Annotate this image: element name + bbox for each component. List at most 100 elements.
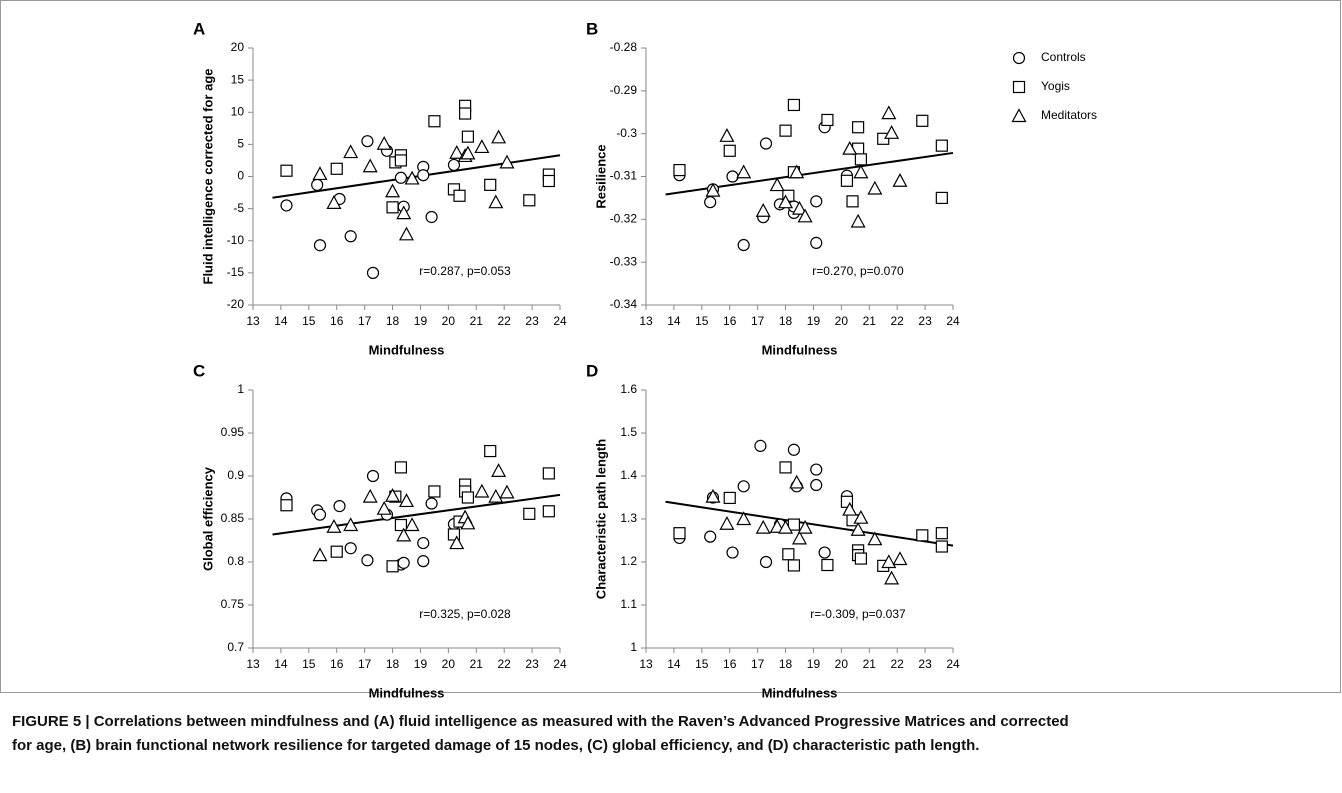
- point: [842, 140, 858, 155]
- caption-line: FIGURE 5 | Correlations between mindfuln…: [12, 713, 1069, 730]
- point: [366, 266, 380, 279]
- point: [474, 139, 490, 154]
- x-tick-label: 24: [553, 657, 567, 671]
- figure-frame: [0, 0, 1341, 693]
- point: [789, 474, 805, 489]
- point: [459, 107, 472, 120]
- point: [280, 499, 293, 512]
- point: [376, 500, 392, 515]
- point: [769, 177, 785, 192]
- caption-line: for age, (B) brain functional network re…: [12, 737, 979, 754]
- point: [810, 195, 823, 208]
- x-tick-label: 17: [751, 657, 765, 671]
- point: [673, 163, 686, 177]
- point: [884, 125, 900, 139]
- panel-label: C: [193, 361, 205, 380]
- x-tick-label: 13: [639, 314, 653, 328]
- point: [719, 128, 735, 142]
- x-tick-label: 20: [835, 314, 849, 328]
- x-tick-label: 13: [246, 657, 260, 671]
- point: [779, 124, 792, 137]
- point: [852, 121, 865, 134]
- x-tick-label: 15: [302, 314, 316, 328]
- x-tick-label: 22: [498, 314, 512, 328]
- point: [821, 558, 834, 572]
- y-tick-label: -0.34: [610, 297, 638, 311]
- x-tick-label: 22: [498, 657, 512, 671]
- point: [312, 166, 328, 181]
- point: [810, 463, 823, 476]
- point: [447, 528, 461, 541]
- point: [398, 226, 415, 241]
- point: [333, 500, 346, 513]
- point: [488, 488, 504, 503]
- point: [394, 171, 408, 184]
- x-tick-label: 17: [751, 314, 765, 328]
- point: [425, 210, 438, 224]
- point: [396, 205, 412, 220]
- x-tick-label: 15: [302, 657, 316, 671]
- point: [385, 488, 401, 502]
- point: [362, 488, 378, 503]
- y-tick-label: -15: [227, 265, 245, 279]
- point: [461, 130, 474, 143]
- annotation: r=0.270, p=0.070: [812, 264, 904, 278]
- point: [394, 518, 408, 532]
- point: [705, 182, 721, 197]
- point: [542, 505, 555, 518]
- y-tick-label: 1.1: [620, 597, 637, 611]
- y-tick-label: 1: [630, 640, 637, 654]
- point: [386, 560, 399, 573]
- y-tick-label: 0: [237, 169, 244, 183]
- y-tick-label: -0.3: [616, 126, 637, 140]
- trend-line: [272, 154, 561, 199]
- point: [428, 485, 441, 498]
- point: [425, 497, 438, 510]
- point: [673, 527, 686, 540]
- legend-label: Yogis: [1041, 79, 1070, 93]
- y-tick-label: 0.85: [221, 511, 245, 525]
- panel-label: D: [586, 361, 598, 380]
- point: [542, 467, 555, 480]
- point: [484, 178, 497, 191]
- x-tick-label: 23: [525, 657, 539, 671]
- y-tick-label: 0.7: [227, 640, 244, 654]
- point: [704, 196, 717, 209]
- x-tick-label: 24: [946, 314, 960, 328]
- y-tick-label: 20: [231, 40, 245, 54]
- x-tick-label: 18: [779, 314, 793, 328]
- point: [280, 199, 293, 212]
- point: [523, 194, 536, 207]
- x-axis-title: Mindfulness: [369, 685, 445, 700]
- y-tick-label: 5: [237, 137, 244, 151]
- point: [417, 169, 430, 182]
- point: [394, 154, 408, 167]
- point: [312, 547, 328, 562]
- point: [726, 546, 739, 559]
- legend-marker: [1012, 51, 1026, 65]
- panel-label: B: [586, 19, 598, 38]
- point: [386, 201, 399, 214]
- point: [704, 530, 717, 543]
- point: [737, 480, 750, 493]
- point: [396, 527, 412, 542]
- point: [892, 551, 908, 566]
- x-tick-label: 20: [835, 657, 849, 671]
- point: [854, 552, 868, 565]
- point: [491, 463, 507, 477]
- x-axis-title: Mindfulness: [762, 685, 838, 700]
- point: [488, 194, 504, 209]
- point: [404, 517, 420, 532]
- x-tick-label: 16: [723, 314, 737, 328]
- y-tick-label: 15: [231, 72, 245, 86]
- point: [867, 531, 883, 546]
- annotation: r=0.325, p=0.028: [419, 607, 511, 621]
- point: [782, 548, 795, 561]
- point: [787, 443, 801, 456]
- point: [935, 527, 948, 540]
- point: [850, 521, 866, 536]
- y-tick-label: 1.2: [620, 554, 637, 568]
- point: [385, 183, 401, 198]
- point: [769, 518, 785, 533]
